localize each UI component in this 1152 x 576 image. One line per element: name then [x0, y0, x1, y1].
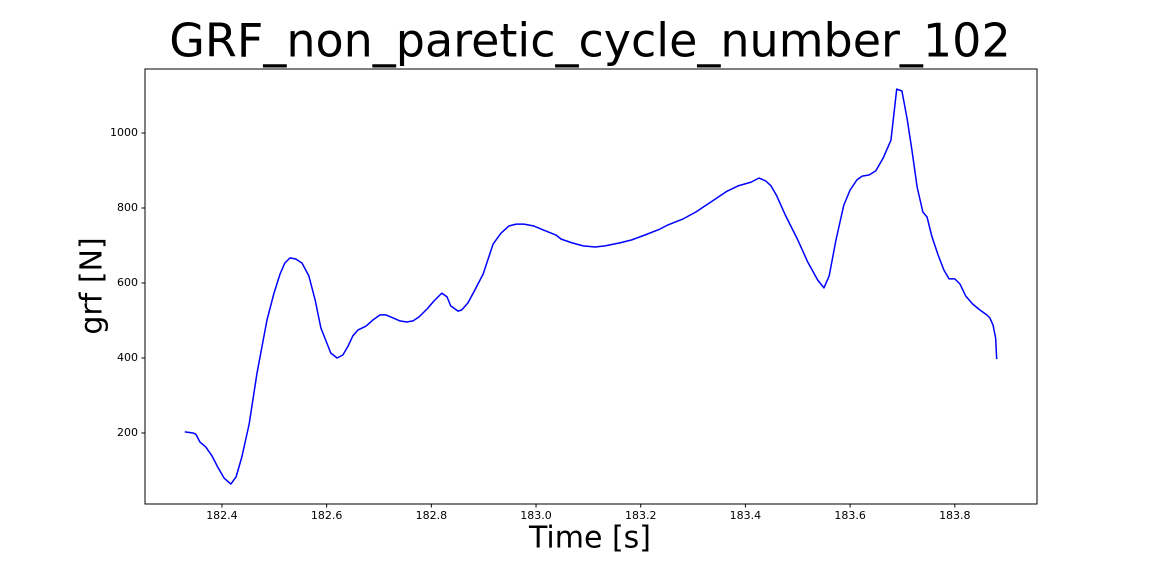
x-tick-label: 182.6	[311, 509, 343, 522]
x-tick-label: 182.4	[206, 509, 238, 522]
plot-frame	[144, 68, 1038, 505]
data-line	[184, 88, 998, 485]
y-tick-label: 1000	[110, 126, 138, 139]
x-tick-label: 182.8	[416, 509, 448, 522]
y-axis-label: grf [N]	[75, 237, 110, 334]
x-tick-label: 183.4	[730, 509, 762, 522]
y-tick-label: 400	[117, 351, 138, 364]
x-axis-label: Time [s]	[528, 521, 651, 556]
x-tick-label: 183.8	[939, 509, 971, 522]
chart-title: GRF_non_paretic_cycle_number_102	[169, 14, 1010, 68]
y-tick-label: 800	[117, 201, 138, 214]
y-tick-label: 600	[117, 276, 138, 289]
x-tick-label: 183.2	[625, 509, 657, 522]
x-tick-label: 183.0	[520, 509, 552, 522]
y-tick-label: 200	[117, 426, 138, 439]
x-tick-label: 183.6	[834, 509, 866, 522]
